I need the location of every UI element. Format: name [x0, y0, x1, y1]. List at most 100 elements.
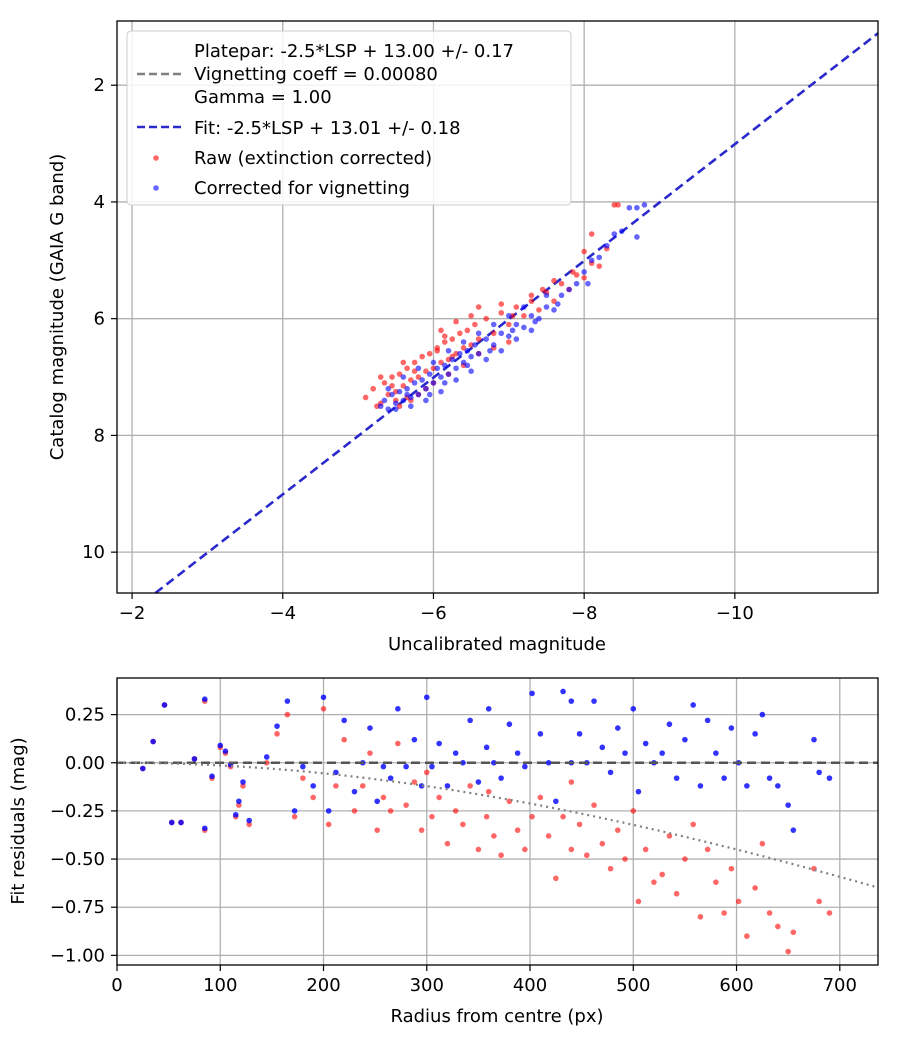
- residual-corrected-point: [483, 744, 490, 751]
- residual-raw-point: [491, 833, 497, 839]
- residual-raw-point: [300, 775, 306, 781]
- residual-raw-point: [635, 898, 642, 905]
- corrected-point: [487, 347, 493, 354]
- residual-raw-point: [284, 711, 291, 718]
- corrected-point: [506, 312, 512, 319]
- residual-corrected-point: [811, 736, 817, 743]
- residual-raw-point: [423, 769, 430, 776]
- corrected-point: [381, 397, 388, 404]
- residual-raw-point: [436, 794, 442, 801]
- residual-corrected-point: [560, 688, 566, 695]
- residual-corrected-point: [682, 736, 688, 743]
- corrected-point: [449, 356, 456, 363]
- corrected-point: [419, 377, 425, 383]
- calibration-panel: −2 −4 −6 −8 −10 2 4 6 8 10 Uncalibrated magnitude…: [47, 20, 879, 655]
- residual-corrected-point: [728, 725, 735, 731]
- raw-point: [396, 371, 403, 377]
- residual-raw-point: [560, 813, 566, 820]
- vignetting-curve: [117, 761, 877, 889]
- corrected-point: [408, 394, 414, 401]
- corrected-point: [641, 202, 648, 208]
- residual-raw-point: [291, 813, 298, 820]
- corrected-point: [415, 365, 422, 372]
- residual-corrected-point: [690, 702, 696, 708]
- residual-raw-point: [333, 783, 339, 789]
- residual-raw-point: [395, 740, 401, 747]
- corrected-point: [634, 234, 640, 240]
- residual-raw-point: [483, 813, 490, 820]
- residual-corrected-point: [209, 773, 215, 780]
- corrected-point: [551, 307, 557, 313]
- residual-raw-point: [752, 885, 758, 891]
- residuals-plot-frame: [116, 677, 879, 966]
- raw-point: [464, 327, 471, 334]
- residual-raw-point: [452, 808, 459, 814]
- residual-corrected-point: [387, 775, 394, 781]
- raw-point: [434, 347, 441, 354]
- raw-point: [441, 333, 448, 339]
- raw-point: [453, 318, 459, 325]
- raw-point: [449, 336, 456, 342]
- residual-corrected-point: [436, 740, 442, 747]
- calibration-x-axis-label: Uncalibrated magnitude: [388, 634, 606, 655]
- residual-corrected-point: [744, 783, 750, 789]
- residual-corrected-point: [201, 825, 208, 832]
- residual-corrected-point: [232, 811, 239, 818]
- residual-corrected-point: [240, 779, 246, 785]
- raw-point: [536, 307, 542, 313]
- residual-raw-point: [553, 875, 559, 882]
- residual-raw-point: [790, 929, 797, 936]
- raw-point: [596, 263, 603, 269]
- residual-raw-point: [775, 923, 781, 930]
- corrected-point: [441, 380, 448, 386]
- raw-point: [411, 368, 418, 375]
- residual-raw-point: [341, 736, 347, 743]
- corrected-point: [426, 371, 433, 377]
- residual-raw-points-layer: [140, 698, 833, 955]
- residual-raw-point: [673, 890, 680, 897]
- raw-point: [551, 298, 557, 304]
- residual-raw-point: [374, 827, 381, 833]
- corrected-point: [490, 321, 497, 328]
- residual-corrected-point: [395, 706, 401, 712]
- residual-corrected-point: [485, 706, 492, 712]
- raw-point: [490, 330, 497, 337]
- raw-point: [528, 298, 535, 304]
- corrected-point: [596, 254, 603, 261]
- residual-raw-point: [367, 750, 373, 756]
- raw-point: [460, 345, 467, 351]
- raw-point: [539, 286, 546, 293]
- residual-corrected-point: [568, 698, 575, 704]
- corrected-point: [423, 385, 429, 392]
- raw-point: [468, 312, 474, 319]
- corrected-points-layer: [377, 202, 648, 412]
- corrected-point: [430, 359, 437, 366]
- residual-raw-point: [744, 933, 750, 939]
- residual-corrected-point: [635, 788, 642, 795]
- residual-raw-point: [576, 821, 583, 828]
- legend-label-gamma: Gamma = 1.00: [194, 87, 332, 108]
- residual-raw-point: [240, 783, 246, 789]
- residual-corrected-point: [320, 694, 327, 701]
- residual-corrected-point: [752, 731, 758, 737]
- raw-point: [404, 365, 410, 372]
- residual-raw-point: [659, 871, 665, 878]
- residual-corrected-point: [491, 759, 497, 766]
- residual-raw-point: [359, 783, 366, 789]
- corrected-point: [411, 380, 418, 386]
- legend-swatch-raw: [153, 155, 159, 161]
- residual-corrected-point: [191, 756, 198, 762]
- corrected-point: [513, 321, 520, 328]
- corrected-point: [423, 397, 429, 404]
- raw-point: [389, 374, 395, 380]
- corrected-point: [389, 391, 395, 398]
- residual-raw-point: [236, 802, 242, 808]
- residual-corrected-point: [263, 754, 270, 760]
- residual-raw-point: [766, 910, 773, 916]
- raw-point: [438, 327, 444, 334]
- residual-corrected-point: [411, 736, 418, 743]
- residual-raw-point: [537, 794, 544, 801]
- residual-corrected-point: [622, 750, 628, 756]
- corrected-point: [438, 374, 444, 380]
- corrected-point: [453, 365, 459, 372]
